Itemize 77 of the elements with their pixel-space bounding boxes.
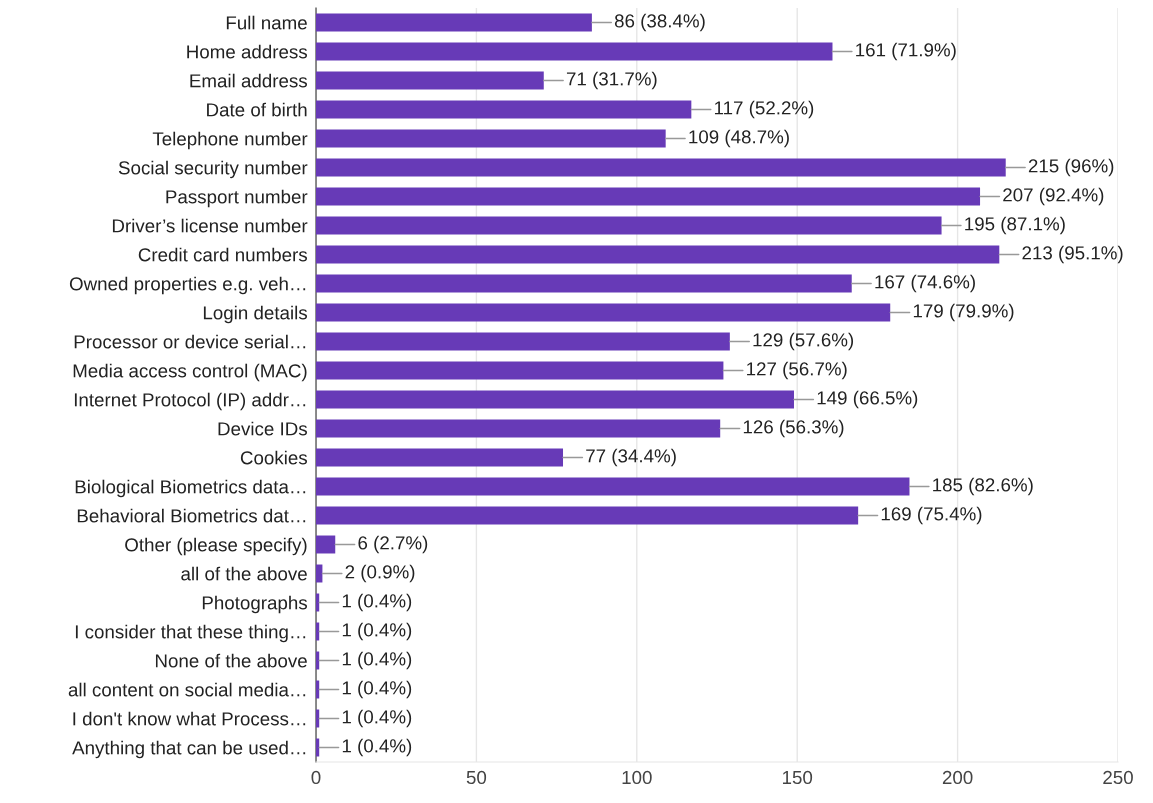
y-tick-label: Cookies: [240, 450, 307, 465]
y-tick-label: Behavioral Biometrics dat…: [77, 508, 306, 523]
bar: [316, 42, 833, 61]
y-tick-label: Other (please specify): [125, 537, 307, 556]
y-tick-label: Device IDs: [218, 421, 307, 436]
y-tick-label: Photographs: [202, 595, 307, 614]
y-tick-label: Login details: [203, 305, 307, 324]
bar: [316, 535, 336, 554]
data-label: 71 (31.7%): [566, 71, 657, 90]
data-label: 1 (0.4%): [342, 593, 412, 612]
y-tick-label: Passport number: [166, 189, 308, 208]
bar: [316, 390, 794, 409]
data-label: 2 (0.9%): [345, 564, 415, 583]
y-tick-label: Credit card numbers: [138, 247, 307, 262]
data-label: 77 (34.4%): [586, 448, 676, 467]
y-tick-label: Social security number: [118, 160, 308, 179]
y-tick-label: Telephone number: [152, 131, 308, 150]
data-label: 169 (75.4%): [881, 506, 982, 525]
data-label: 213 (95.1%): [1022, 245, 1123, 264]
y-tick-label: I don't know what Process…: [73, 711, 306, 726]
y-tick-label: None of the above: [155, 653, 307, 668]
data-label: 149 (66.5%): [817, 390, 918, 409]
data-label: 1 (0.4%): [342, 622, 412, 641]
y-tick-label: Biological Biometrics data…: [75, 479, 306, 498]
y-tick-label: Home address: [187, 44, 307, 59]
data-label: 195 (87.1%): [965, 216, 1065, 235]
data-label: 207 (92.4%): [1003, 187, 1104, 206]
bar: [316, 448, 564, 467]
bar: [316, 303, 891, 322]
bar: [316, 158, 1006, 177]
y-tick-label: Processor or device serial…: [74, 334, 306, 349]
bar: [316, 274, 852, 293]
data-label: 117 (52.2%): [714, 100, 814, 119]
x-tick-label: 200: [942, 770, 973, 785]
data-label: 215 (96%): [1028, 158, 1114, 177]
y-tick-label: Email address: [190, 73, 307, 88]
x-tick-label: 50: [466, 770, 487, 785]
bar: [316, 477, 910, 496]
y-tick-label: Internet Protocol (IP) addr…: [74, 392, 306, 411]
bar: [316, 216, 942, 235]
data-label: 109 (48.7%): [689, 129, 789, 148]
y-tick-label: Full name: [226, 15, 307, 30]
data-label: 127 (56.7%): [747, 361, 847, 380]
data-label: 167 (74.6%): [875, 274, 975, 293]
x-tick-label: 150: [782, 770, 813, 785]
bar: [316, 419, 721, 438]
bar: [316, 187, 981, 206]
y-tick-label: Driver’s license number: [112, 218, 308, 233]
y-tick-label: Anything that can be used…: [72, 740, 306, 759]
data-label: 86 (38.4%): [614, 13, 705, 32]
y-tick-label: I consider that these thing…: [75, 624, 306, 643]
bar: [316, 71, 544, 90]
y-tick-label: all of the above: [181, 566, 307, 581]
bar: [316, 361, 724, 380]
x-tick-label: 100: [622, 770, 652, 785]
data-label: 126 (56.3%): [743, 419, 844, 438]
bar: [316, 245, 1000, 264]
data-label: 1 (0.4%): [342, 738, 412, 757]
bar: [316, 100, 692, 119]
x-tick-label: 250: [1103, 770, 1133, 785]
y-tick-label: all content on social media…: [68, 682, 306, 697]
data-label: 185 (82.6%): [933, 477, 1033, 496]
y-tick-label: Owned properties e.g. veh…: [69, 276, 306, 295]
bar: [316, 13, 592, 32]
data-label: 179 (79.9%): [913, 303, 1014, 322]
data-label: 1 (0.4%): [342, 651, 412, 670]
y-tick-label: Media access control (MAC): [73, 363, 307, 382]
bar: [316, 506, 859, 525]
y-tick-label: Date of birth: [207, 102, 307, 117]
bar: [316, 332, 730, 351]
data-label: 1 (0.4%): [342, 680, 412, 699]
x-tick-label: 0: [311, 770, 321, 785]
data-label: 6 (2.7%): [358, 535, 428, 554]
data-label: 1 (0.4%): [342, 709, 412, 728]
bar: [316, 129, 666, 148]
data-label: 129 (57.6%): [753, 332, 854, 351]
data-label: 161 (71.9%): [856, 42, 956, 61]
